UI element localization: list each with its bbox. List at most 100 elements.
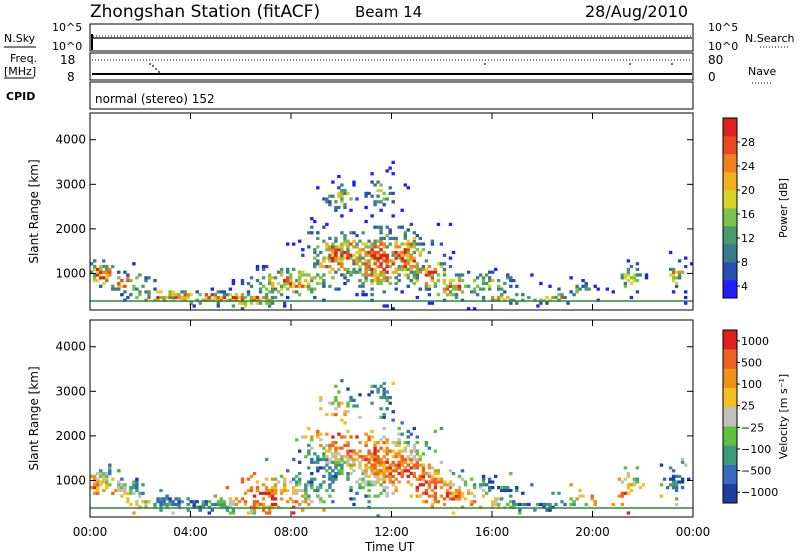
data-cell: [442, 290, 447, 294]
data-cell: [313, 295, 317, 300]
data-cell: [442, 483, 447, 487]
data-cell: [427, 446, 432, 450]
data-cell: [403, 250, 407, 255]
data-cell: [406, 253, 410, 257]
data-cell: [135, 486, 139, 490]
data-cell: [403, 262, 407, 266]
data-cell: [382, 466, 386, 470]
data-cell: [322, 457, 326, 462]
data-cell: [451, 279, 456, 283]
data-cell: [391, 262, 395, 266]
data-cell: [334, 472, 338, 476]
data-cell: [412, 463, 416, 467]
data-cell: [147, 293, 151, 297]
data-cell: [355, 262, 359, 266]
data-cell: [515, 284, 519, 288]
data-cell: [451, 491, 456, 495]
data-cell: [684, 290, 688, 294]
data-cell: [304, 455, 308, 459]
data-cell: [358, 477, 362, 481]
data-cell: [355, 259, 359, 263]
data-cell: [632, 477, 637, 481]
data-cell: [283, 304, 287, 308]
data-cell: [343, 189, 347, 193]
data-cell: [343, 256, 347, 260]
data-cell: [382, 426, 386, 431]
data-cell: [370, 401, 374, 405]
data-cell: [391, 483, 395, 487]
data-cell: [286, 267, 290, 271]
data-cell: [424, 441, 429, 445]
data-cell: [316, 460, 320, 464]
data-cell: [270, 290, 275, 294]
data-cell: [310, 457, 314, 462]
data-cell: [319, 483, 323, 487]
data-cell: [102, 265, 106, 269]
data-cell: [385, 438, 389, 442]
data-cell: [391, 200, 395, 204]
data-cell: [319, 466, 323, 470]
data-cell: [216, 301, 220, 305]
data-cell: [159, 497, 163, 501]
data-cell: [346, 401, 350, 405]
data-cell: [560, 295, 564, 300]
data-cell: [391, 441, 395, 445]
data-cell: [99, 483, 103, 487]
data-cell: [304, 435, 308, 439]
data-cell: [255, 488, 260, 493]
data-cell: [343, 203, 347, 207]
data-cell: [102, 281, 106, 286]
data-cell: [460, 494, 465, 498]
data-cell: [427, 486, 432, 490]
data-cell: [138, 290, 142, 294]
data-cell: [298, 460, 302, 464]
data-cell: [677, 480, 682, 484]
data-cell: [316, 435, 320, 439]
data-cell: [102, 480, 106, 484]
data-cell: [394, 256, 398, 260]
data-cell: [690, 262, 694, 266]
data-cell: [412, 242, 416, 246]
data-cell: [382, 191, 386, 195]
data-cell: [394, 236, 398, 240]
data-cell: [144, 500, 148, 504]
data-cell: [427, 273, 432, 277]
data-cell: [156, 290, 160, 294]
data-cell: [358, 393, 362, 397]
data-cell: [671, 270, 676, 274]
data-cell: [379, 239, 383, 243]
data-cell: [385, 446, 389, 450]
data-cell: [177, 497, 181, 501]
data-cell: [132, 262, 136, 266]
data-cell: [316, 494, 320, 498]
colorbar-segment: [723, 262, 737, 281]
x-tick-label: 20:00: [575, 525, 610, 539]
data-cell: [379, 446, 383, 450]
data-cell: [346, 387, 350, 391]
data-cell: [557, 287, 561, 291]
data-cell: [364, 219, 368, 224]
data-cell: [373, 279, 377, 283]
data-cell: [373, 472, 377, 476]
data-cell: [424, 443, 429, 447]
data-cell: [388, 401, 392, 405]
data-cell: [448, 483, 453, 487]
data-cell: [349, 457, 353, 462]
data-cell: [292, 290, 296, 294]
data-cell: [593, 284, 597, 288]
data-cell: [382, 488, 386, 493]
data-cell: [415, 486, 419, 490]
data-cell: [457, 287, 462, 291]
data-cell: [289, 279, 293, 283]
data-cell: [412, 443, 416, 447]
data-cell: [334, 463, 338, 467]
data-cell: [328, 270, 332, 274]
data-cell: [491, 500, 495, 504]
data-cell: [234, 293, 239, 297]
data-cell: [120, 279, 124, 283]
data-cell: [433, 449, 438, 453]
data-cell: [252, 502, 257, 507]
data-cell: [93, 265, 97, 269]
data-cell: [331, 452, 335, 456]
data-cell: [539, 502, 543, 507]
